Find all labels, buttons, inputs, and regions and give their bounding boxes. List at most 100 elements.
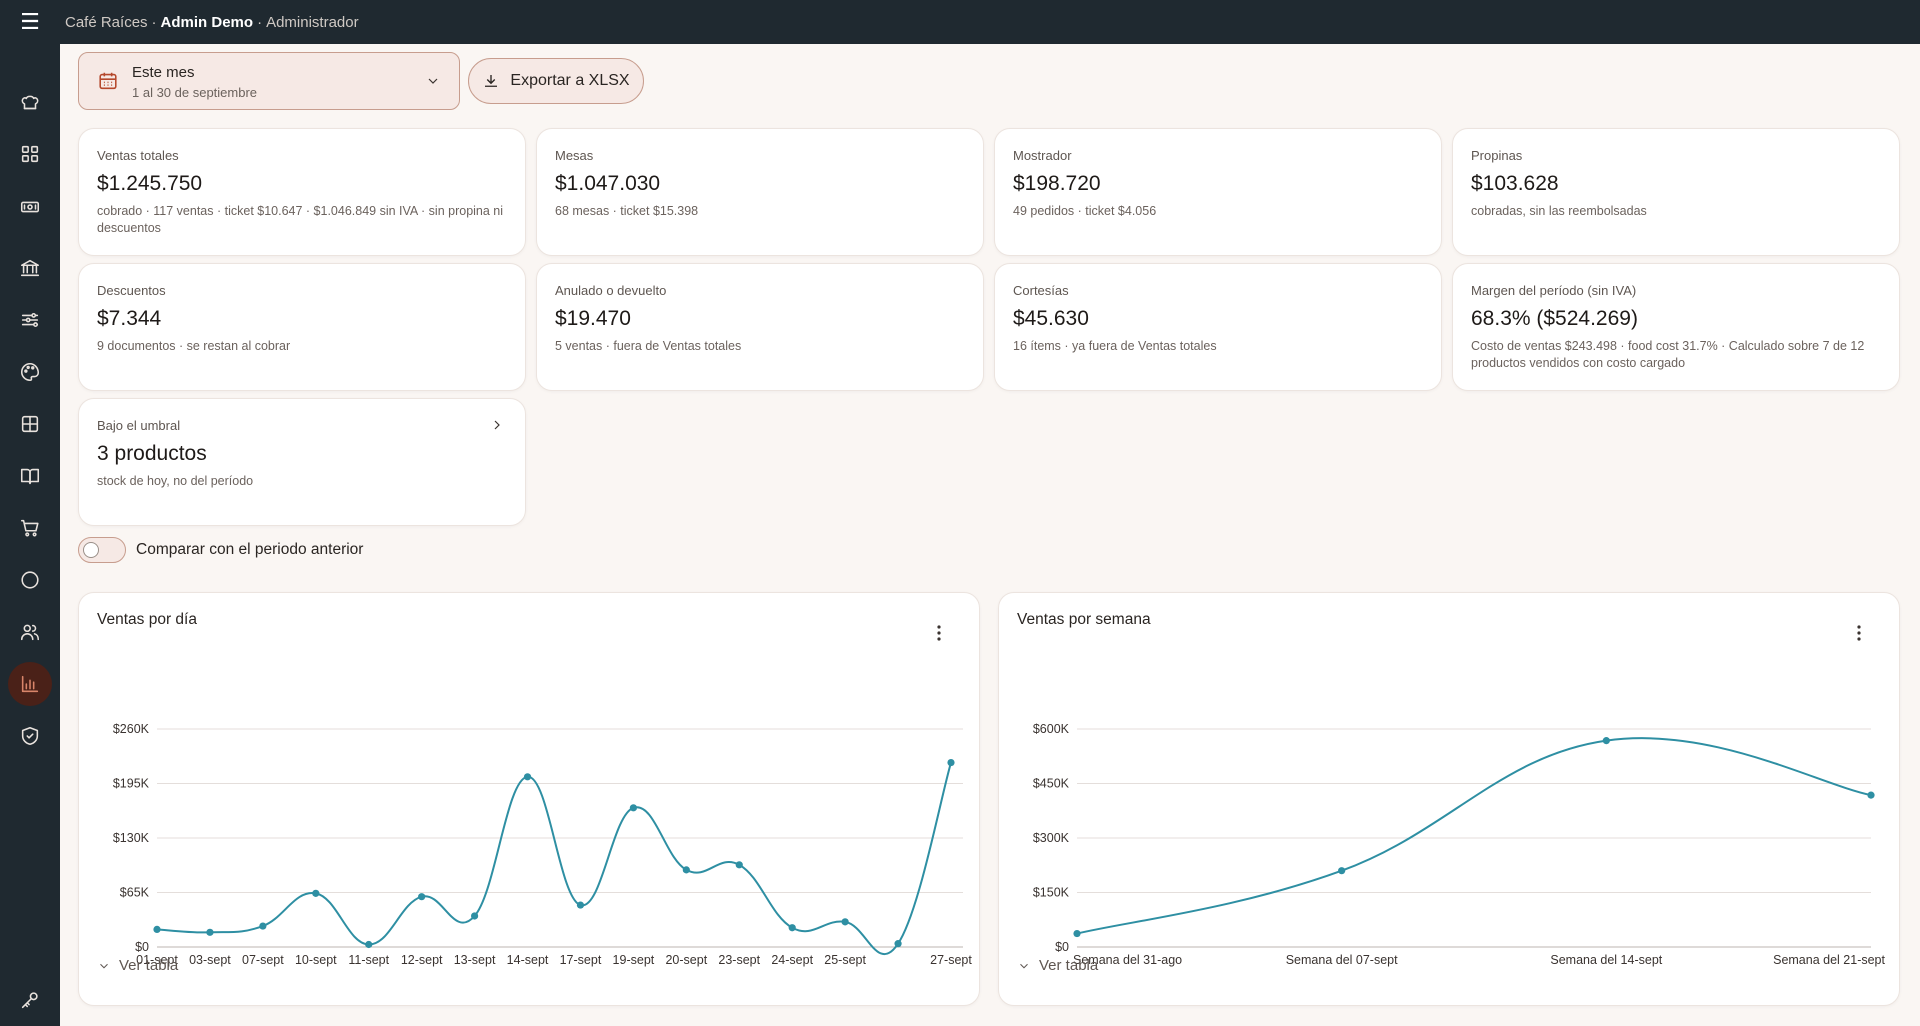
account-name: Admin Demo	[160, 13, 254, 31]
data-point[interactable]	[629, 804, 638, 812]
x-tick-label: 12-sept	[401, 953, 443, 967]
export-xlsx-button[interactable]: Exportar a XLSX	[468, 58, 644, 104]
data-point[interactable]	[576, 901, 585, 909]
stat-value: 3 productos	[97, 442, 207, 465]
download-icon	[485, 75, 498, 87]
chevron-down-icon	[425, 73, 441, 89]
data-point[interactable]	[1602, 737, 1610, 745]
data-point[interactable]	[206, 928, 214, 936]
sidebar-item-security[interactable]	[8, 714, 52, 758]
calendar-icon	[97, 70, 119, 92]
sidebar-item-access[interactable]	[8, 978, 52, 1022]
data-point[interactable]	[841, 918, 849, 926]
chart-card-daily: Ventas por día $0 $65K $130K $195K $260K 01-s…	[78, 592, 980, 1006]
data-point[interactable]	[1867, 791, 1875, 799]
stat-detail: 16 ítems · ya fuera de Ventas totales	[1013, 339, 1217, 353]
period-label: Este mes	[132, 64, 195, 81]
data-point[interactable]	[365, 940, 373, 949]
period-select[interactable]: Este mes 1 al 30 de septiembre	[78, 52, 460, 110]
sidebar-item-users[interactable]	[8, 610, 52, 654]
grid-icon	[21, 145, 39, 163]
data-point[interactable]	[312, 889, 320, 897]
data-point[interactable]	[153, 925, 161, 933]
stat-title: Anulado o devuelto	[555, 283, 667, 298]
menu-icon[interactable]: ☰	[20, 9, 40, 34]
sidebar-item-settings[interactable]	[8, 298, 52, 342]
breadcrumb: Café Raíces · Admin Demo · Administrador	[65, 14, 359, 31]
series-line	[156, 762, 952, 955]
x-tick-label: 17-sept	[560, 953, 602, 967]
chevron-down-icon	[1020, 963, 1028, 968]
stat-value: $45.630	[1013, 307, 1089, 330]
stat-detail: 9 documentos · se restan al cobrar	[97, 339, 291, 353]
stat-title: Margen del período (sin IVA)	[1471, 283, 1637, 298]
y-tick-label: $150K	[1033, 886, 1070, 900]
book-icon	[20, 468, 40, 485]
stat-detail: 5 ventas · fuera de Ventas totales	[555, 339, 742, 353]
stat-detail: Costo de ventas $243.498 · food cost 31.…	[1471, 339, 1865, 370]
x-tick-label: 25-sept	[824, 953, 866, 967]
user-role: Administrador	[266, 13, 359, 31]
cash-icon	[20, 201, 40, 213]
weekly-sales-chart: $0 $150K $300K $450K $600K Semana del 31-ago S…	[1033, 722, 1886, 967]
series-line	[1076, 737, 1872, 935]
top-bar: ☰ Café Raíces · Admin Demo · Administrador	[0, 0, 1920, 44]
sidebar-item-reports[interactable]	[8, 662, 52, 706]
data-point[interactable]	[1073, 929, 1081, 938]
x-tick-label: 20-sept	[665, 953, 707, 967]
stat-card-anulado: Anulado o devuelto $19.470 5 ventas · fu…	[536, 263, 984, 391]
y-tick-label: $450K	[1033, 777, 1070, 791]
data-point[interactable]	[894, 940, 902, 948]
sidebar-item-dashboard[interactable]	[8, 132, 52, 176]
stat-card-bajo-umbral[interactable]: Bajo el umbral 3 productos stock de hoy,…	[78, 398, 526, 526]
sidebar-item-bank[interactable]	[8, 246, 52, 290]
sliders-icon	[21, 312, 39, 328]
stat-detail: stock de hoy, no del período	[97, 474, 254, 488]
sidebar-item-orders[interactable]	[8, 506, 52, 550]
chart-icon	[21, 675, 39, 693]
sidebar-item-status[interactable]	[8, 558, 52, 602]
data-point[interactable]	[523, 773, 532, 781]
export-label: Exportar a XLSX	[510, 72, 630, 89]
x-tick-label: 07-sept	[242, 953, 284, 967]
sidebar-item-theme[interactable]	[8, 350, 52, 394]
data-point[interactable]	[259, 922, 267, 930]
x-tick-label: 11-sept	[348, 953, 389, 967]
data-point[interactable]	[418, 893, 426, 901]
stat-card-mostrador: Mostrador $198.720 49 pedidos · ticket $…	[994, 128, 1442, 256]
sidebar-item-cash[interactable]	[8, 185, 52, 229]
stat-title: Propinas	[1471, 148, 1523, 163]
data-point[interactable]	[735, 861, 743, 869]
y-tick-label: $130K	[113, 831, 150, 845]
sidebar-item-tables[interactable]	[8, 402, 52, 446]
x-tick-label: 13-sept	[454, 953, 496, 967]
sidebar-item-menu[interactable]	[8, 454, 52, 498]
y-tick-label: $65K	[120, 886, 150, 900]
toggle-knob	[83, 542, 99, 558]
chart-title: Ventas por día	[97, 611, 197, 628]
sidebar-item-kitchen[interactable]	[8, 81, 52, 125]
data-point[interactable]	[471, 912, 479, 920]
data-point[interactable]	[1338, 867, 1346, 875]
x-tick-label: 14-sept	[507, 953, 549, 967]
shield-icon	[21, 726, 39, 746]
ver-tabla-toggle[interactable]: Ver tabla	[1017, 957, 1098, 974]
y-tick-label: $260K	[113, 722, 150, 736]
x-tick-label: 19-sept	[613, 953, 655, 967]
data-point[interactable]	[788, 924, 796, 932]
ver-tabla-toggle[interactable]: Ver tabla	[97, 957, 178, 974]
more-options-icon[interactable]	[929, 623, 949, 643]
stat-card-mesas: Mesas $1.047.030 68 mesas · ticket $15.3…	[536, 128, 984, 256]
data-point[interactable]	[682, 866, 690, 874]
palette-icon	[21, 362, 40, 382]
x-tick-label: 03-sept	[189, 953, 231, 967]
data-point[interactable]	[947, 758, 955, 767]
more-options-icon[interactable]	[1849, 623, 1869, 643]
compare-toggle[interactable]	[78, 537, 126, 563]
x-tick-label: 01-sept	[136, 953, 178, 967]
stat-card-propinas: Propinas $103.628 cobradas, sin las reem…	[1452, 128, 1900, 256]
ver-tabla-label: Ver tabla	[119, 957, 179, 974]
breadcrumb-separator: ·	[257, 13, 263, 31]
stat-card-cortesias: Cortesías $45.630 16 ítems · ya fuera de…	[994, 263, 1442, 391]
cart-icon	[20, 519, 39, 537]
